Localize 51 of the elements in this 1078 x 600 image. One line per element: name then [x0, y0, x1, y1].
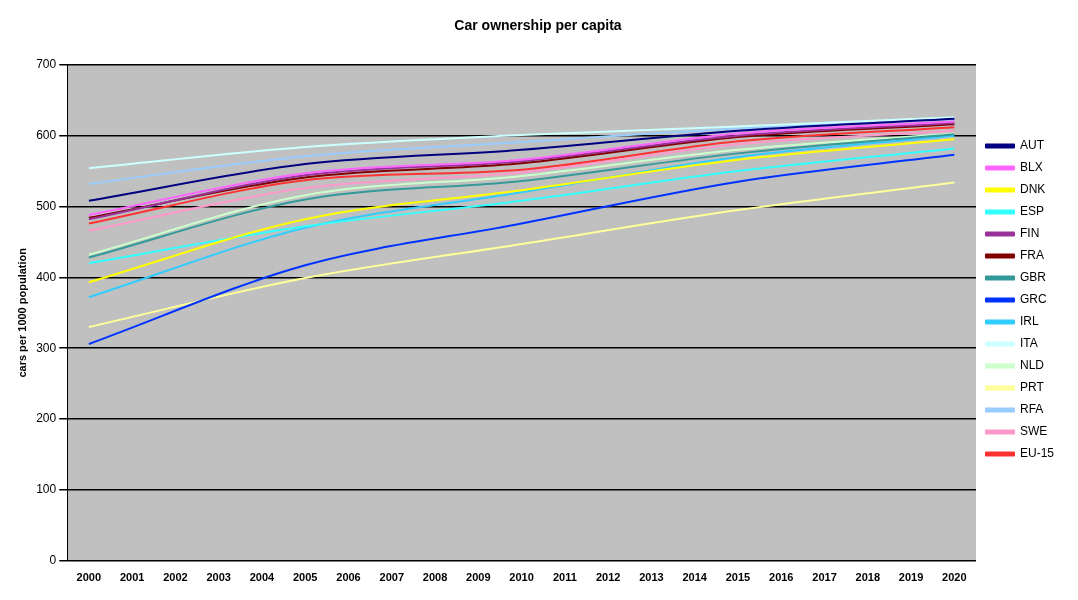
x-tick-label: 2002 — [163, 571, 188, 584]
x-tick-label: 2001 — [119, 571, 145, 584]
x-tick-label: 2005 — [292, 571, 318, 584]
chart-title: Car ownership per capita — [454, 17, 622, 34]
legend-label: BLX — [1019, 160, 1043, 175]
legend-label: ESP — [1019, 204, 1044, 219]
y-tick-label: 700 — [36, 57, 57, 72]
y-tick-label: 100 — [36, 482, 57, 497]
x-tick-label: 2014 — [682, 571, 708, 584]
legend-label: FRA — [1019, 248, 1044, 263]
x-tick-label: 2013 — [639, 571, 664, 584]
x-tick-label: 2018 — [855, 571, 881, 584]
x-tick-label: 2007 — [379, 571, 405, 584]
x-tick-label: 2010 — [509, 571, 534, 584]
y-tick-label: 300 — [36, 340, 57, 355]
legend-label: FIN — [1019, 226, 1040, 241]
y-tick-label: 0 — [49, 553, 57, 568]
line-series — [87, 147, 956, 265]
x-tick-label: 2011 — [552, 571, 577, 584]
legend-label: PRT — [1019, 380, 1045, 395]
line-series — [87, 153, 956, 345]
line-series — [87, 116, 956, 170]
legend-label: IRL — [1019, 314, 1039, 329]
x-tick-label: 2003 — [206, 571, 231, 584]
x-tick-label: 2012 — [595, 571, 621, 584]
legend-label: GRC — [1019, 292, 1047, 307]
line-series — [87, 117, 956, 202]
legend-label: SWE — [1019, 424, 1048, 439]
x-tick-label: 2006 — [336, 571, 361, 584]
x-tick-label: 2008 — [422, 571, 448, 584]
legend-label: AUT — [1019, 138, 1045, 153]
legend-label: GBR — [1019, 270, 1047, 285]
legend-label: ITA — [1019, 336, 1038, 351]
y-tick-label: 200 — [36, 411, 57, 426]
y-tick-label: 600 — [36, 127, 57, 142]
y-tick-label: 400 — [36, 269, 57, 284]
legend-label: EU-15 — [1019, 446, 1055, 461]
x-tick-label: 2000 — [76, 571, 102, 584]
x-tick-label: 2017 — [812, 571, 837, 584]
x-tick-label: 2015 — [725, 571, 751, 584]
legend-label: NLD — [1019, 358, 1045, 373]
x-tick-label: 2016 — [769, 571, 794, 584]
y-axis-title: cars per 1000 population — [15, 247, 28, 378]
y-tick-label: 500 — [36, 198, 57, 213]
x-tick-label: 2019 — [898, 571, 924, 584]
x-tick-label: 2004 — [249, 571, 276, 584]
legend-label: DNK — [1019, 182, 1046, 197]
x-tick-label: 2009 — [466, 571, 491, 584]
x-tick-label: 2020 — [942, 571, 967, 584]
line-series — [87, 181, 956, 328]
legend-label: RFA — [1019, 402, 1044, 417]
